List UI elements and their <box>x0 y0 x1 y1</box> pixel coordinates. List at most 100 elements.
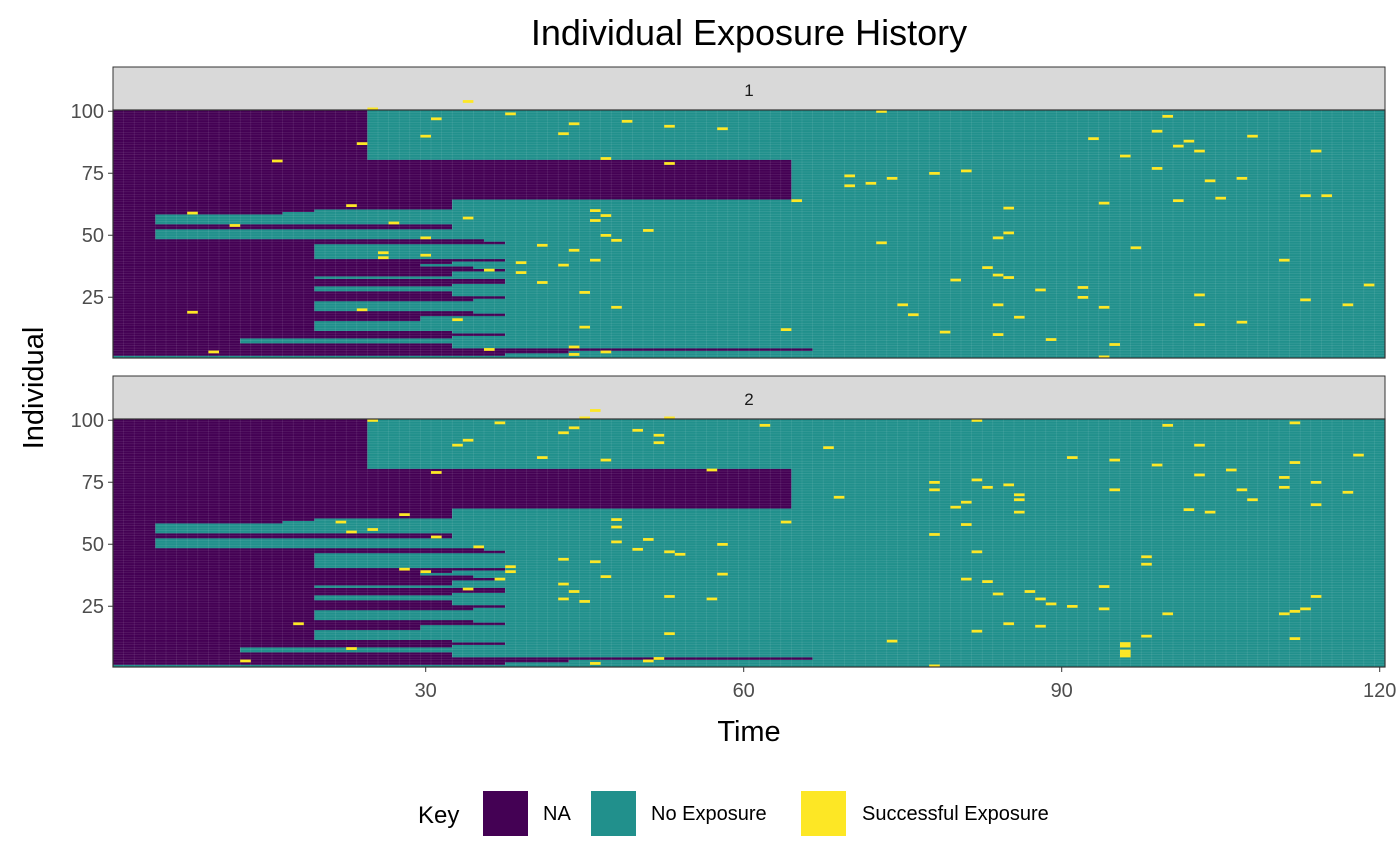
heatmap-no-exposure-segment <box>791 473 1385 477</box>
heatmap-no-exposure-segment <box>452 582 1385 586</box>
successful-exposure-tile <box>632 547 643 551</box>
heatmap-rows <box>113 419 1386 668</box>
heatmap-no-exposure-segment <box>791 505 1385 509</box>
heatmap-no-exposure-segment <box>314 243 1385 247</box>
heatmap-na-segment <box>113 443 368 447</box>
successful-exposure-tile <box>378 256 389 260</box>
heatmap-no-exposure-segment <box>568 659 1385 663</box>
heatmap-na-segment <box>113 513 453 517</box>
successful-exposure-marks <box>240 409 1364 668</box>
heatmap-no-exposure-segment <box>420 627 1385 631</box>
tile-grid <box>113 419 1385 667</box>
successful-exposure-tile <box>1120 652 1131 655</box>
successful-exposure-tile <box>187 211 198 215</box>
heatmap-na-segment <box>113 483 792 487</box>
successful-exposure-tile <box>1236 488 1248 492</box>
successful-exposure-tile <box>929 664 940 668</box>
successful-exposure-tile <box>706 597 718 601</box>
heatmap-na-segment <box>113 234 156 237</box>
heatmap-no-exposure-segment <box>155 523 1385 526</box>
heatmap-no-exposure-segment <box>155 229 1385 232</box>
heatmap-no-exposure-segment <box>155 525 1385 529</box>
heatmap-no-exposure-segment <box>113 664 1385 668</box>
heatmap-no-exposure-segment <box>452 345 1385 349</box>
legend-key-swatch <box>483 791 528 836</box>
heatmap-na-segment <box>113 231 156 235</box>
successful-exposure-tile <box>1279 258 1290 262</box>
successful-exposure-tile <box>579 600 590 603</box>
heatmap-na-segment <box>113 308 315 312</box>
successful-exposure-tile <box>643 229 654 232</box>
heatmap-na-segment <box>113 580 453 583</box>
successful-exposure-tile <box>420 134 431 138</box>
heatmap-na-segment <box>113 426 368 430</box>
successful-exposure-tile <box>346 647 357 650</box>
successful-exposure-tile <box>515 271 527 274</box>
heatmap-na-segment <box>113 149 368 153</box>
heatmap-no-exposure-segment <box>367 152 1385 155</box>
successful-exposure-tile <box>356 142 368 146</box>
heatmap-na-segment <box>113 147 368 150</box>
heatmap-na-segment <box>113 281 506 284</box>
heatmap-na-segment <box>113 315 421 319</box>
heatmap-no-exposure-segment <box>367 124 1385 128</box>
heatmap-no-exposure-segment <box>314 617 1385 621</box>
heatmap-na-segment <box>113 204 453 208</box>
successful-exposure-tile <box>568 353 580 356</box>
heatmap-no-exposure-segment <box>505 333 1385 336</box>
heatmap-na-segment <box>113 221 156 225</box>
heatmap-na-segment <box>113 137 368 141</box>
heatmap-no-exposure-segment <box>155 236 1385 240</box>
heatmap-no-exposure-segment <box>367 154 1385 158</box>
heatmap-no-exposure-segment <box>791 481 1385 484</box>
successful-exposure-tile <box>876 110 887 113</box>
successful-exposure-tile <box>1194 149 1205 153</box>
successful-exposure-tile <box>1289 609 1301 613</box>
heatmap-no-exposure-segment <box>484 238 1385 242</box>
heatmap-no-exposure-segment <box>791 485 1385 489</box>
heatmap-na-segment <box>113 498 792 502</box>
successful-exposure-tile <box>346 530 357 534</box>
x-axis-title: Time <box>717 716 780 748</box>
heatmap-rows <box>113 110 1386 359</box>
heatmap-na-segment <box>113 206 453 210</box>
successful-exposure-tile <box>643 538 654 541</box>
successful-exposure-tile <box>484 268 495 272</box>
heatmap-no-exposure-segment <box>505 587 1385 591</box>
successful-exposure-tile <box>971 629 983 633</box>
heatmap-no-exposure-segment <box>314 325 1385 329</box>
heatmap-no-exposure-segment <box>314 609 1385 613</box>
successful-exposure-tile <box>632 428 643 432</box>
heatmap-no-exposure-segment <box>452 271 1385 274</box>
heatmap-na-segment <box>113 612 315 616</box>
heatmap-na-segment <box>113 353 506 356</box>
heatmap-no-exposure-segment <box>367 117 1385 121</box>
heatmap-no-exposure-segment <box>791 194 1385 198</box>
heatmap-na-segment <box>113 278 506 282</box>
successful-exposure-tile <box>367 107 378 111</box>
successful-exposure-tile <box>568 345 580 349</box>
heatmap-na-segment <box>113 127 368 131</box>
successful-exposure-tile <box>886 639 898 643</box>
successful-exposure-tile <box>1014 510 1025 514</box>
heatmap-no-exposure-segment <box>314 597 1385 601</box>
heatmap-na-segment <box>113 510 453 514</box>
heatmap-no-exposure-segment <box>314 560 1385 564</box>
heatmap-na-segment <box>113 283 453 287</box>
successful-exposure-tile <box>579 416 590 420</box>
successful-exposure-tile <box>356 308 368 312</box>
legend: Key NA No Exposure Successful Exposure <box>418 791 1049 836</box>
heatmap-na-segment <box>113 241 506 245</box>
successful-exposure-tile <box>1300 298 1311 302</box>
y-axis-title: Individual <box>18 327 50 450</box>
facet-panel-2: 2 25 50 75 100 30 60 90 120 <box>71 375 1396 702</box>
heatmap-no-exposure-segment <box>367 114 1385 118</box>
successful-exposure-tile <box>515 261 527 265</box>
heatmap-no-exposure-segment <box>791 189 1385 193</box>
successful-exposure-tile <box>611 518 622 521</box>
heatmap-no-exposure-segment <box>282 211 1386 215</box>
heatmap-na-segment <box>113 431 368 435</box>
heatmap-na-segment <box>113 602 453 606</box>
heatmap-na-segment <box>113 652 453 655</box>
successful-exposure-tile <box>1109 488 1120 492</box>
